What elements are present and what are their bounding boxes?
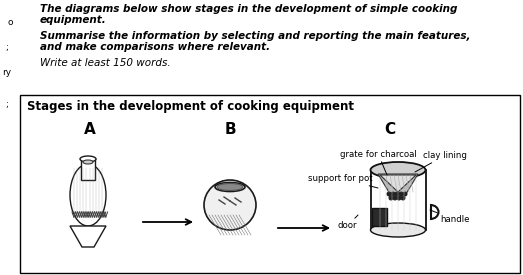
Bar	[370, 170, 426, 230]
Polygon shape	[380, 175, 416, 192]
Text: The diagrams below show stages in the development of simple cooking: The diagrams below show stages in the de…	[40, 4, 458, 14]
Ellipse shape	[80, 156, 96, 162]
Circle shape	[397, 196, 401, 200]
Text: grate for charcoal: grate for charcoal	[340, 150, 417, 175]
Bar	[371, 208, 386, 226]
Text: B: B	[224, 122, 236, 137]
Text: and make comparisons where relevant.: and make comparisons where relevant.	[40, 42, 270, 52]
Text: clay lining: clay lining	[415, 151, 467, 172]
Ellipse shape	[70, 164, 106, 226]
Text: C: C	[384, 122, 395, 137]
Text: ;: ;	[5, 43, 8, 52]
FancyBboxPatch shape	[81, 158, 95, 180]
Text: A: A	[84, 122, 96, 137]
Text: handle: handle	[430, 210, 470, 224]
Bar	[20, 95, 520, 273]
Circle shape	[393, 196, 397, 200]
Text: ry: ry	[2, 68, 11, 77]
Text: door: door	[338, 215, 358, 230]
Ellipse shape	[370, 162, 426, 178]
Ellipse shape	[215, 183, 245, 191]
Ellipse shape	[204, 180, 256, 230]
Circle shape	[391, 192, 395, 196]
Text: support for pot: support for pot	[308, 174, 378, 188]
Text: Summarise the information by selecting and reporting the main features,: Summarise the information by selecting a…	[40, 31, 471, 41]
Circle shape	[395, 192, 399, 196]
Text: Stages in the development of cooking equipment: Stages in the development of cooking equ…	[27, 100, 354, 113]
Polygon shape	[70, 226, 106, 247]
Circle shape	[399, 192, 403, 196]
Text: ;: ;	[5, 100, 8, 109]
Ellipse shape	[83, 160, 93, 164]
Circle shape	[387, 192, 391, 196]
Ellipse shape	[370, 223, 426, 237]
Circle shape	[401, 196, 405, 200]
Polygon shape	[378, 174, 418, 194]
Circle shape	[403, 192, 407, 196]
Text: o: o	[8, 18, 14, 27]
Circle shape	[389, 196, 393, 200]
Text: Write at least 150 words.: Write at least 150 words.	[40, 58, 170, 68]
Ellipse shape	[217, 183, 243, 191]
Text: equipment.: equipment.	[40, 15, 107, 25]
